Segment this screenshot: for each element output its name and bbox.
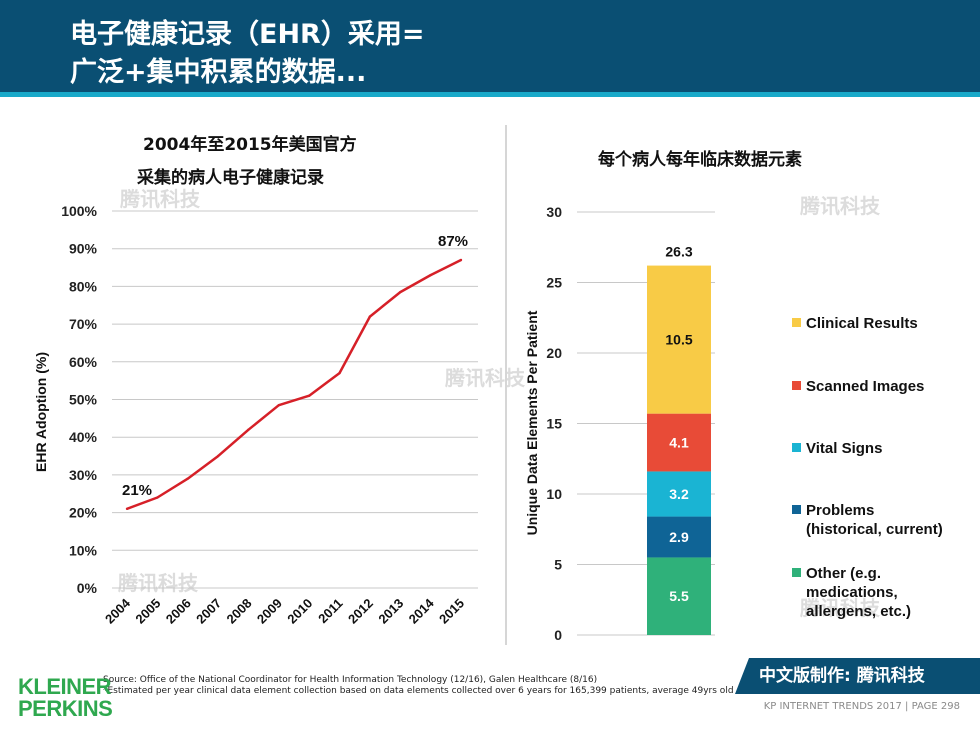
logo-line2: PERKINS [18,696,113,721]
y-tick-label: 0% [77,580,98,596]
data-point [277,403,281,407]
total-label: 26.3 [665,244,692,260]
data-point [459,258,463,262]
bar-segment [647,265,711,414]
legend-label: Scanned Images [806,378,924,395]
x-tick-label: 2004 [102,595,134,627]
legend-swatch [792,318,801,327]
x-tick-label: 2011 [315,596,346,627]
y-tick-label: 10% [69,542,98,558]
source-line1: Source: Office of the National Coordinat… [103,675,598,685]
x-tick-label: 2005 [132,596,163,627]
source-note: Source: Office of the National Coordinat… [103,675,734,697]
legend-swatch [792,568,801,577]
x-tick-label: 2014 [406,595,438,627]
y-tick-label: 40% [69,429,98,445]
y-tick-label: 10 [546,486,562,502]
header-accent-line [0,92,980,97]
y-axis-label: EHR Adoption (%) [33,352,49,472]
legend-label: (historical, current) [806,521,943,538]
y-tick-label: 30% [69,467,98,483]
data-point [399,290,402,294]
legend-label: Vital Signs [806,440,882,457]
legend-label: medications, [806,584,898,601]
y-tick-label: 50% [69,392,98,408]
segment-value-label: 5.5 [669,588,689,604]
data-point [307,394,311,397]
y-tick-label: 20 [546,345,562,361]
y-tick-label: 60% [69,354,98,370]
legend-swatch [792,381,801,390]
kleiner-perkins-logo: KLEINER PERKINS [18,674,113,721]
segment-value-label: 4.1 [669,435,689,451]
bar-segment [647,471,711,517]
header-bar: 电子健康记录（EHR）采用= 广泛+集中积累的数据... [0,0,980,92]
y-tick-label: 90% [69,241,98,257]
chart-divider [505,125,507,645]
data-label: 87% [438,233,468,250]
y-tick-label: 30 [546,204,562,220]
segment-value-label: 3.2 [669,486,689,502]
y-tick-label: 15 [546,416,562,432]
page-title-line1: 电子健康记录（EHR）采用= [70,19,425,50]
x-tick-label: 2012 [345,596,376,627]
y-axis-label: Unique Data Elements Per Patient [524,310,540,535]
y-tick-label: 25 [546,275,562,291]
x-tick-label: 2007 [193,596,224,627]
ehr-adoption-line [126,258,462,510]
legend-swatch [792,443,801,452]
legend-label: Other (e.g. [806,565,881,582]
data-point [368,315,372,318]
legend-label: Problems [806,502,874,519]
y-tick-label: 100% [61,203,97,219]
chinese-version-badge: 中文版制作: 腾讯科技 [735,658,980,694]
footer-page-info: KP INTERNET TRENDS 2017 | PAGE 298 [763,701,960,712]
logo-line1: KLEINER [18,674,112,699]
left-chart-title-line1: 2004年至2015年美国官方 [143,135,357,155]
y-tick-label: 70% [69,316,98,332]
watermark: 腾讯科技 [445,366,525,390]
legend-label: allergens, etc.) [806,603,911,620]
y-tick-label: 5 [554,557,562,573]
data-point [186,477,189,480]
ehr-adoption-line-chart: 0% 10% 20% 30% 40% 50% 60% 70% 80% 90% 100% EHR Ado… [33,203,478,627]
watermark: 腾讯科技 [800,194,880,218]
y-tick-label: 80% [69,278,98,294]
y-tick-label: 20% [69,505,98,521]
y-tick-label: 0 [554,627,562,643]
data-label: 21% [122,482,152,499]
clinical-data-stacked-bar-chart: 0 5 10 15 20 25 30 Unique Data Elements Per Pat… [524,204,943,643]
x-tick-label: 2006 [163,596,194,627]
segment-value-label: 10.5 [665,332,692,348]
bar-segment [647,557,711,635]
bar-segment [647,413,711,472]
data-point [125,507,129,511]
source-line2: *Estimated per year clinical data elemen… [103,686,734,696]
data-point [156,496,159,499]
data-point [247,428,250,431]
x-tick-label: 2010 [284,596,315,627]
x-tick-label: 2008 [224,596,255,627]
bar-segment [647,516,711,558]
data-point [429,273,432,277]
segment-value-label: 2.9 [669,529,689,545]
watermark: 腾讯科技 [800,596,880,620]
x-tick-label: 2013 [375,596,406,627]
data-point [338,371,341,375]
right-chart-title: 每个病人每年临床数据元素 [598,150,802,170]
legend-label: Clinical Results [806,315,918,332]
x-tick-label: 2009 [254,596,285,627]
watermark: 腾讯科技 [118,571,198,595]
watermark: 腾讯科技 [120,187,200,211]
page-title-line2: 广泛+集中积累的数据... [70,57,367,88]
left-chart-title-line2: 采集的病人电子健康记录 [137,168,324,188]
legend-swatch [792,505,801,514]
data-point [216,454,220,458]
x-tick-label: 2015 [436,596,467,627]
